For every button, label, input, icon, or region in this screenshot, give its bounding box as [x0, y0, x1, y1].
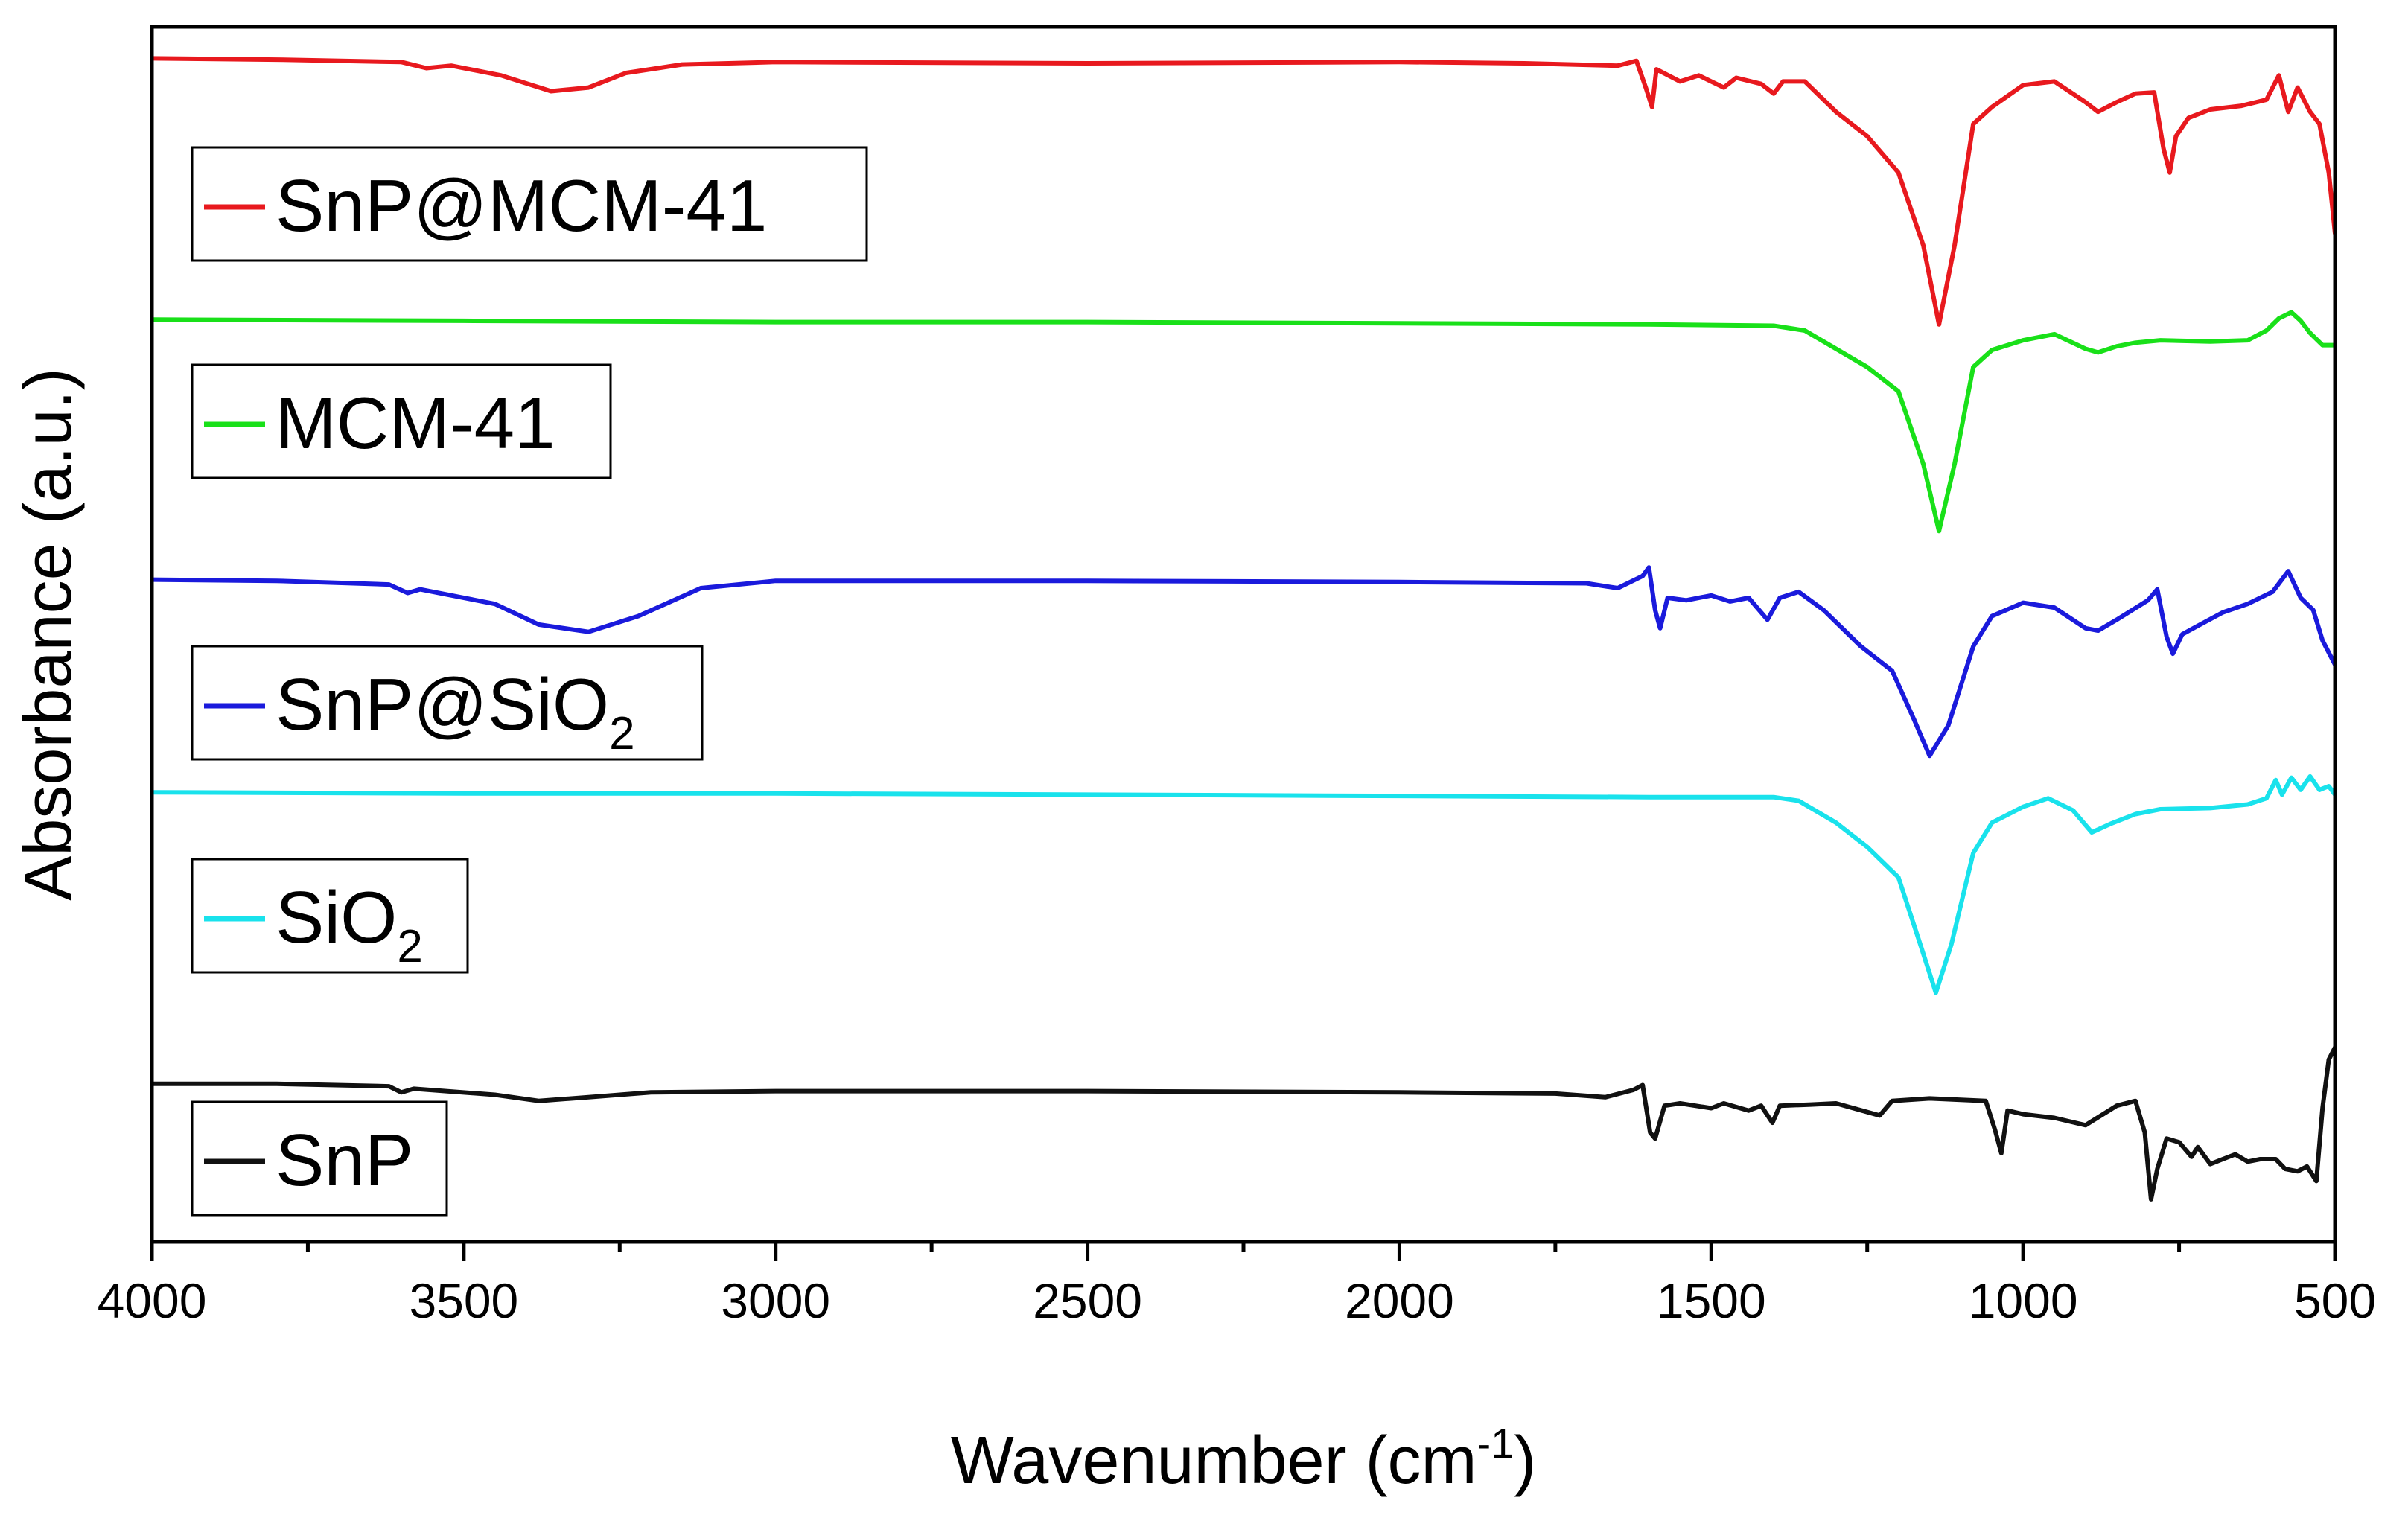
- x-tick-label: 3000: [721, 1273, 830, 1328]
- legend-label-main: MCM-41: [275, 382, 555, 464]
- series-line-snp-sio2: [150, 565, 2337, 759]
- x-axis-title-close: ): [1514, 1423, 1536, 1498]
- legend-box-snp-sio2: [191, 645, 704, 761]
- x-axis-title: Wavenumber (cm-1): [951, 1420, 1537, 1498]
- legend-box-snp-mcm-41: [191, 146, 868, 262]
- x-axis-title-superscript: -1: [1477, 1420, 1514, 1467]
- legend-label-main: SnP@SiO: [275, 663, 609, 745]
- x-tick-label: 1000: [1969, 1273, 2078, 1328]
- legend-label-subscript: 2: [609, 708, 634, 759]
- x-tick-label: 2000: [1345, 1273, 1454, 1328]
- legend-label-snp-sio2: SnP@SiO2: [275, 663, 635, 759]
- x-tick-label: 1500: [1657, 1273, 1766, 1328]
- series-line-snp: [150, 1045, 2337, 1202]
- legend-box-mcm-41: [191, 363, 612, 479]
- x-tick-label: 3500: [409, 1273, 518, 1328]
- y-axis-title: Absorbance (a.u.): [11, 368, 86, 900]
- legend-label-mcm-41: MCM-41: [275, 382, 555, 464]
- series-line-sio2: [150, 774, 2337, 995]
- series-line-mcm-41: [150, 310, 2337, 534]
- x-ticks: 4000 3500 3000 2500 2000 1500 1000 500: [98, 1242, 2376, 1328]
- x-tick-label: 2500: [1033, 1273, 1142, 1328]
- legend-label-subscript: 2: [397, 921, 422, 972]
- legend-label-main: SnP@MCM-41: [275, 165, 767, 246]
- legend-label-main: SiO: [275, 876, 397, 958]
- series-line-snp-mcm-41: [150, 56, 2337, 327]
- legend-label-sio2: SiO2: [275, 876, 423, 972]
- x-tick-label: 500: [2294, 1273, 2376, 1328]
- legend-label-snp-mcm-41: SnP@MCM-41: [275, 165, 767, 246]
- x-axis-title-main: Wavenumber (cm: [951, 1423, 1477, 1498]
- legend-box-sio2: [191, 858, 469, 974]
- legend-label-snp: SnP: [275, 1119, 413, 1201]
- x-tick-label: 4000: [98, 1273, 207, 1328]
- legend-box-snp: [191, 1100, 448, 1217]
- series-layer: [150, 56, 2337, 1202]
- legend-label-main: SnP: [275, 1119, 413, 1201]
